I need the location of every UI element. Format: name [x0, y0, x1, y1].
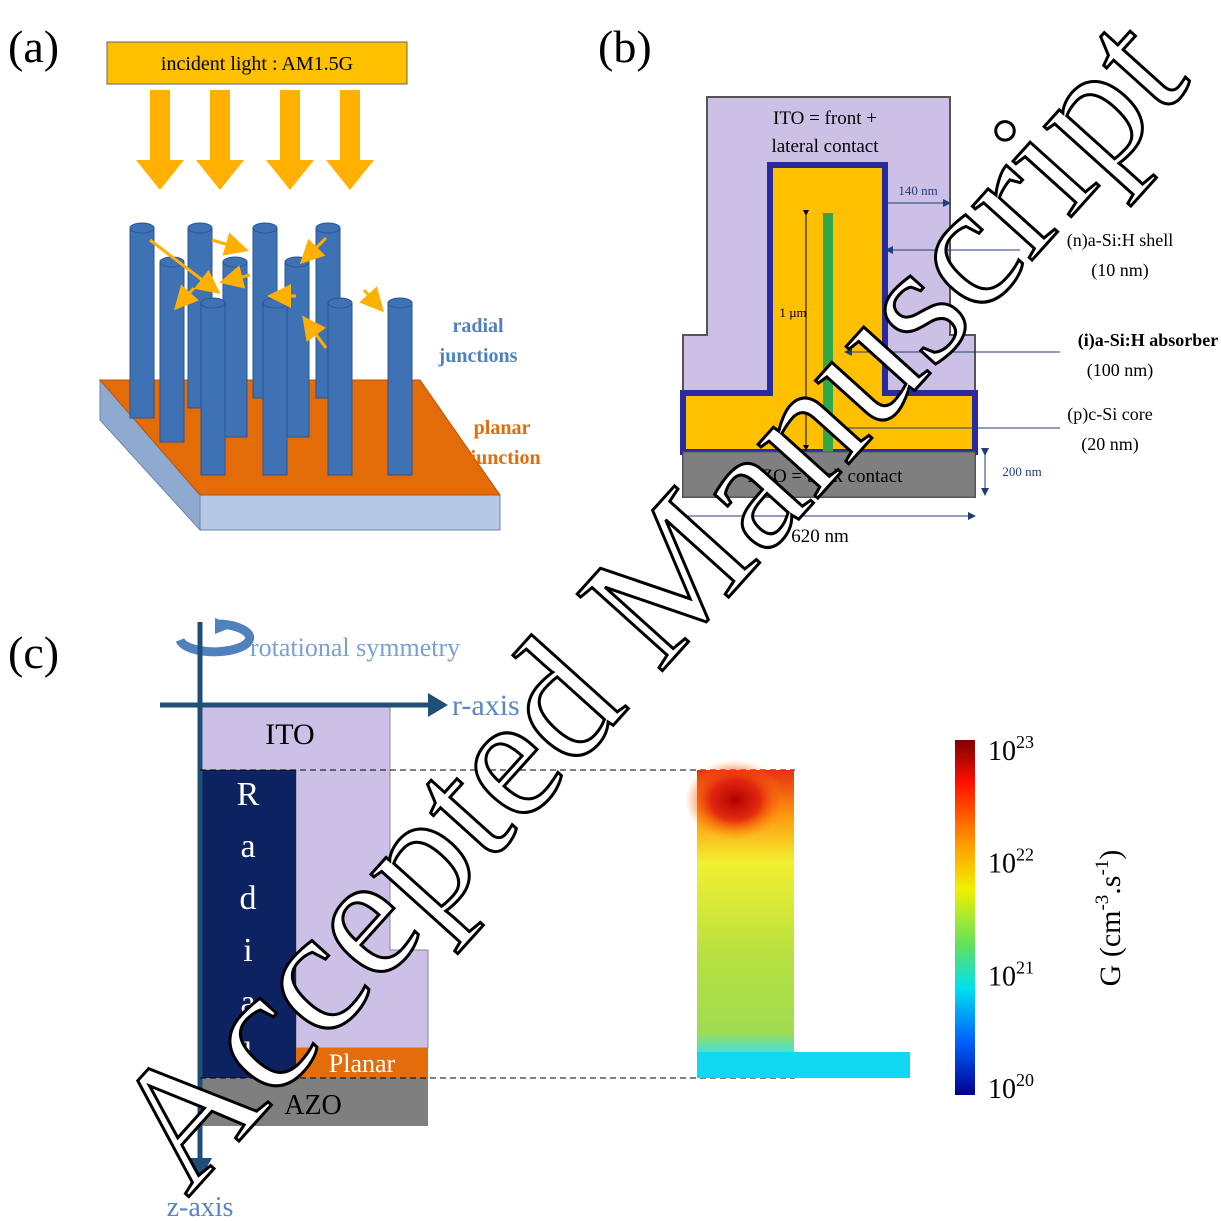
shell-label: (10 nm) — [1091, 260, 1149, 281]
azo-label: AZO — [284, 1090, 342, 1121]
radial-label: radial — [452, 315, 504, 337]
panel-label: (a) — [8, 21, 59, 72]
ito-label: ITO — [265, 718, 314, 751]
tick-exp: 21 — [1016, 957, 1034, 977]
title-exp: -3 — [1092, 895, 1113, 911]
ito-label: lateral contact — [771, 136, 879, 157]
core-label: (20 nm) — [1081, 434, 1139, 455]
z-axis — [188, 1158, 212, 1180]
radial-letter: l — [243, 1036, 252, 1073]
tick-exp: 23 — [1016, 732, 1034, 752]
dimension: 620 nm — [791, 526, 849, 547]
colorbar-tick: 1023 — [988, 732, 1034, 767]
generation-map — [685, 760, 785, 840]
title-exp: -1 — [1092, 860, 1113, 876]
generation-map — [697, 1052, 910, 1078]
title-part: G (cm — [1094, 911, 1127, 987]
r-axis — [428, 693, 448, 717]
radial-letter: R — [237, 776, 260, 813]
core-label: (p)c-Si core — [1067, 404, 1152, 425]
panel-a: (a) incident light : AM1.5G radial junct… — [8, 21, 541, 532]
planar-label: junction — [468, 447, 540, 469]
tick-exp: 20 — [1016, 1070, 1034, 1090]
absorber-label: (100 nm) — [1087, 360, 1154, 381]
axis-label: r-axis — [452, 689, 520, 722]
azo-region — [200, 1078, 428, 1126]
radial-letter: a — [240, 984, 255, 1021]
rotation-icon — [215, 618, 235, 634]
colorbar — [955, 740, 975, 1095]
panel-c: (c) rotational symmetry r-axis z-axis IT… — [8, 618, 1127, 1221]
tick-base: 10 — [988, 1074, 1016, 1105]
light-box — [106, 41, 408, 85]
dimension: 1 µm — [779, 305, 806, 320]
title-part: ) — [1094, 850, 1127, 860]
planar-label: Planar — [329, 1049, 396, 1078]
colorbar-tick: 1020 — [988, 1070, 1034, 1105]
tick-base: 10 — [988, 961, 1016, 992]
tick-exp: 22 — [1016, 845, 1034, 865]
azo-layer — [682, 451, 976, 498]
light-arrows — [136, 90, 374, 190]
dimension: 140 nm — [898, 183, 937, 198]
colorbar-title: G (cm-3.s-1) — [1092, 850, 1127, 987]
radial-letter: a — [240, 828, 255, 865]
radial-region — [200, 770, 296, 1078]
rotation-icon — [175, 619, 255, 657]
scatter-arrows — [149, 232, 385, 349]
panel-label: (b) — [598, 21, 652, 72]
planar-region — [296, 1048, 428, 1078]
shell-label: (n)a-Si:H shell — [1067, 230, 1173, 251]
radial-label: junctions — [438, 345, 518, 367]
planar-label: planar — [474, 417, 531, 439]
colorbar-tick: 1022 — [988, 845, 1034, 880]
absorber-label: (i)a-Si:H absorber — [1078, 330, 1218, 351]
pillars — [129, 222, 413, 476]
radial-letter: d — [240, 880, 257, 917]
watermark: Accepted Manuscript — [72, 0, 1221, 1221]
ito-label: ITO = front + — [773, 108, 877, 129]
panel-b: (b) ITO = front + lateral contact 140 nm… — [598, 21, 1218, 547]
slab-front — [199, 494, 501, 531]
symmetry-label: rotational symmetry — [250, 633, 460, 662]
core — [823, 213, 833, 453]
tick-base: 10 — [988, 849, 1016, 880]
tick-base: 10 — [988, 736, 1016, 767]
axis-label: z-axis — [167, 1192, 234, 1221]
title-part: .s — [1094, 876, 1127, 895]
light-label: incident light : AM1.5G — [161, 53, 353, 75]
dimension: 200 nm — [1002, 464, 1041, 479]
panel-label: (c) — [8, 627, 59, 678]
radial-letter: i — [243, 932, 252, 969]
colorbar-tick: 1021 — [988, 957, 1034, 992]
azo-label: AZO = back contact — [748, 466, 903, 487]
